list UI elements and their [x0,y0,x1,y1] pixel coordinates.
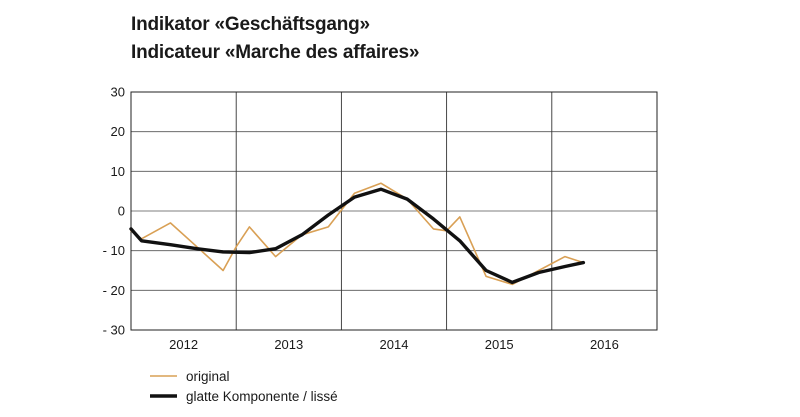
y-tick-label: - 20 [103,283,125,298]
chart-title: Indikator «Geschäftsgang» [131,14,370,35]
y-tick-label: 20 [111,124,125,139]
series [129,182,586,286]
plot-frame [130,91,658,331]
x-tick-label: 2016 [590,337,619,352]
legend-label-original: original [186,369,230,384]
x-tick-label: 2012 [169,337,198,352]
y-tick-label: 10 [111,164,125,179]
y-tick-label: - 10 [103,243,125,258]
x-tick-label: 2015 [485,337,514,352]
x-tick-label: 2014 [380,337,409,352]
x-tick-label: 2013 [274,337,303,352]
y-tick-label: 0 [118,204,125,219]
legend: original glatte Komponente / lissé [150,369,338,404]
legend-label-smoothed: glatte Komponente / lissé [186,389,338,404]
grid [131,92,657,330]
chart-subtitle: Indicateur «Marche des affaires» [131,42,420,63]
y-tick-label: 30 [111,85,125,100]
axis-ticks: 30 20 10 0 - 10 - 20 - 30 2012 2013 2014 2015 2016 [103,85,619,353]
y-tick-label: - 30 [103,323,125,338]
series-original-line [130,182,585,286]
series-smoothed-line [129,187,586,285]
